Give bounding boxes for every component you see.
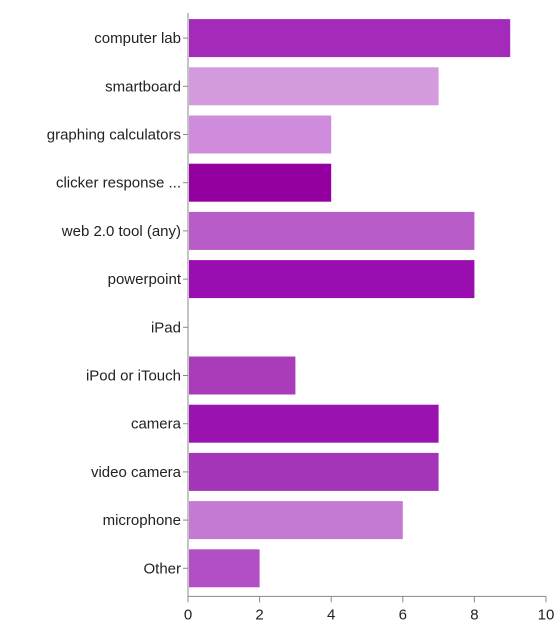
- bar-5: [189, 260, 475, 299]
- bar-11: [189, 549, 260, 588]
- labels-layer: computer lab smartboard graphing calculato…: [47, 30, 555, 623]
- category-label-9: video camera: [91, 464, 182, 481]
- category-label-8: camera: [131, 416, 182, 433]
- axes-layer: [183, 13, 547, 603]
- category-label-0: computer lab: [94, 30, 181, 47]
- x-tick-label-3: 6: [399, 606, 407, 620]
- bar-3: [189, 163, 332, 202]
- x-tick-label-4: 8: [470, 606, 478, 620]
- category-label-1: smartboard: [105, 78, 181, 95]
- category-label-10: microphone: [103, 512, 181, 529]
- category-label-6: iPad: [151, 319, 181, 336]
- bar-2: [189, 115, 332, 154]
- x-tick-label-1: 2: [255, 606, 263, 620]
- bar-9: [189, 452, 439, 491]
- x-tick-label-2: 4: [327, 606, 335, 620]
- bar-1: [189, 67, 439, 106]
- category-label-5: powerpoint: [108, 271, 182, 288]
- bars-layer: [189, 19, 511, 588]
- category-label-3: clicker response ...: [56, 175, 181, 192]
- bar-7: [189, 356, 296, 395]
- category-label-2: graphing calculators: [47, 127, 181, 144]
- x-tick-label-0: 0: [184, 606, 192, 620]
- category-label-7: iPod or iTouch: [86, 368, 181, 385]
- x-tick-label-5: 10: [538, 606, 555, 620]
- category-label-11: Other: [143, 560, 181, 577]
- bar-10: [189, 501, 403, 540]
- bar-4: [189, 211, 475, 250]
- bar-8: [189, 404, 439, 443]
- bar-0: [189, 19, 511, 58]
- category-label-4: web 2.0 tool (any): [61, 223, 181, 240]
